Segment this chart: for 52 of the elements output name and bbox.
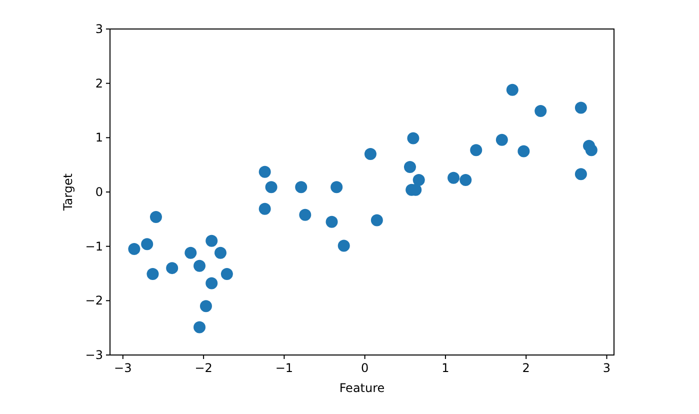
x-tick-label: 2 <box>522 361 530 375</box>
point <box>412 174 425 186</box>
point <box>448 172 460 184</box>
point <box>206 234 218 247</box>
point <box>206 277 218 290</box>
y-axis-title: Target <box>61 173 75 212</box>
point <box>585 144 598 156</box>
point <box>141 238 154 250</box>
x-tick-label: 0 <box>361 361 369 375</box>
point <box>166 262 178 274</box>
point <box>460 174 472 186</box>
x-axis-title: Feature <box>339 381 385 395</box>
point <box>214 246 226 259</box>
point <box>404 161 416 174</box>
point <box>299 208 312 221</box>
y-tick-label: −1 <box>85 239 103 254</box>
y-tick-label: −2 <box>85 294 103 308</box>
point <box>496 134 508 146</box>
point <box>518 145 530 158</box>
point <box>534 105 547 118</box>
point <box>364 148 376 160</box>
point <box>194 321 206 334</box>
point <box>330 181 343 194</box>
point <box>407 132 420 144</box>
x-tick-label: −1 <box>275 361 294 375</box>
y-tick-label: 2 <box>95 76 103 90</box>
point <box>506 84 518 96</box>
y-tick-label: 3 <box>95 22 103 36</box>
x-tick-label: 1 <box>442 361 450 375</box>
point <box>146 268 159 280</box>
point <box>220 268 233 280</box>
point <box>574 168 587 180</box>
point <box>338 240 350 252</box>
point <box>326 216 338 228</box>
point <box>295 181 308 194</box>
point <box>574 102 587 114</box>
y-tick-label: −3 <box>85 348 103 362</box>
point <box>150 210 162 223</box>
x-tick-label: −3 <box>114 361 132 375</box>
point <box>194 260 206 272</box>
point <box>184 246 197 259</box>
point <box>265 181 278 194</box>
x-tick-label: 3 <box>602 361 611 375</box>
x-tick-label: −2 <box>194 361 212 375</box>
y-tick-label: 1 <box>95 130 103 145</box>
point <box>258 202 271 215</box>
point <box>370 214 383 226</box>
point <box>128 243 140 256</box>
y-tick-label: 0 <box>95 185 103 199</box>
point <box>258 166 271 178</box>
point <box>470 144 482 156</box>
point <box>200 300 212 312</box>
